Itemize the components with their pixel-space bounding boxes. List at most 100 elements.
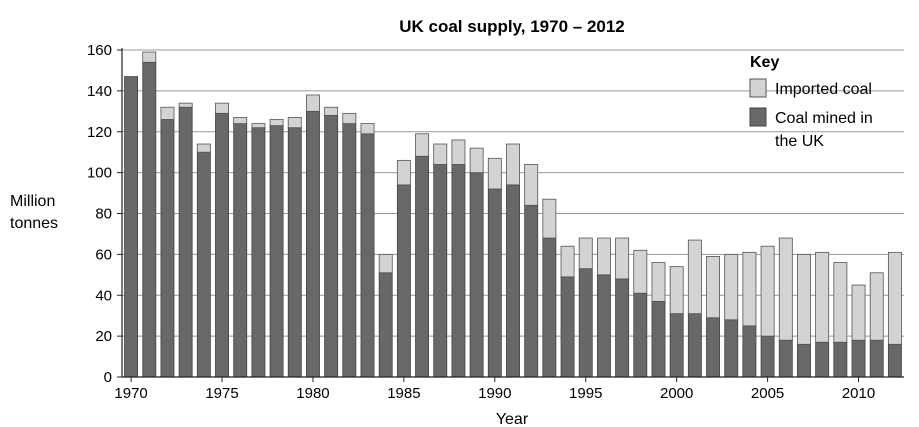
y-tick-label-120: 120 — [87, 124, 112, 141]
bar-mined-1995 — [578, 268, 593, 378]
bar-imported-1989 — [469, 147, 484, 174]
bar-mined-2008 — [815, 341, 830, 378]
legend: Key Imported coal Coal mined in the UK — [749, 54, 873, 150]
bar-imported-1991 — [506, 143, 520, 186]
bar-mined-1983 — [360, 133, 375, 378]
bar-mined-2000 — [669, 313, 684, 378]
legend-label-mined-line-1: Coal mined in — [775, 110, 873, 127]
bar-imported-1995 — [578, 237, 593, 270]
bar-mined-2005 — [760, 335, 775, 378]
bar-mined-1978 — [269, 125, 284, 378]
y-tick-label-80: 80 — [95, 206, 112, 223]
bar-imported-1997 — [615, 237, 630, 280]
bar-mined-2001 — [687, 313, 702, 378]
bar-imported-1987 — [433, 143, 448, 165]
x-tick-label-1995: 1995 — [569, 385, 602, 402]
bar-mined-1971 — [142, 61, 157, 378]
y-axis-label-line-2: tonnes — [10, 215, 58, 232]
bar-imported-2010 — [851, 284, 866, 341]
bar-imported-1992 — [524, 164, 539, 206]
y-tick-label-60: 60 — [95, 246, 112, 263]
bar-mined-1989 — [469, 172, 484, 378]
bar-imported-1972 — [160, 106, 175, 120]
bar-mined-1979 — [287, 127, 302, 378]
bar-mined-2010 — [851, 339, 866, 378]
bar-mined-1981 — [324, 115, 339, 378]
bar-imported-1979 — [287, 117, 302, 129]
bar-imported-2005 — [760, 245, 775, 337]
bar-mined-2006 — [778, 339, 793, 378]
x-tick-label-2000: 2000 — [660, 385, 693, 402]
bar-imported-2007 — [797, 253, 811, 345]
y-axis-label-line-1: Million — [10, 193, 55, 210]
y-tick-label-40: 40 — [95, 287, 112, 304]
bar-mined-2011 — [869, 339, 884, 378]
bar-mined-2003 — [724, 319, 739, 378]
bar-mined-1986 — [415, 155, 430, 378]
x-tick-label-1970: 1970 — [114, 385, 147, 402]
bar-mined-1994 — [560, 276, 575, 378]
bar-mined-1972 — [160, 119, 175, 378]
bar-imported-2008 — [815, 251, 830, 343]
x-axis-label: Year — [496, 411, 529, 427]
bar-imported-1975 — [215, 102, 229, 114]
bar-imported-1984 — [378, 253, 393, 274]
bar-mined-1982 — [342, 123, 357, 378]
bar-imported-1971 — [142, 51, 157, 63]
bar-imported-1982 — [342, 112, 357, 124]
bar-mined-1973 — [178, 106, 193, 378]
bar-imported-1977 — [251, 123, 266, 129]
x-tick-label-1975: 1975 — [205, 385, 238, 402]
y-tick-label-140: 140 — [87, 83, 112, 100]
bar-imported-2002 — [706, 256, 720, 319]
y-tick-label-100: 100 — [87, 165, 112, 182]
bar-mined-1975 — [215, 112, 229, 378]
bar-mined-2004 — [742, 325, 757, 378]
bar-mined-1999 — [651, 300, 666, 378]
y-tick-labels: 0 20 40 60 80 100 120 140 160 — [87, 42, 122, 386]
x-tick-label-2010: 2010 — [842, 385, 875, 402]
bar-mined-1988 — [451, 164, 466, 378]
bar-mined-2007 — [797, 343, 811, 378]
bar-imported-2001 — [687, 239, 702, 315]
bar-mined-1974 — [196, 151, 211, 378]
bar-mined-1997 — [615, 278, 630, 378]
x-tick-label-1985: 1985 — [387, 385, 420, 402]
axes — [121, 48, 904, 378]
bar-mined-1992 — [524, 204, 539, 378]
bar-mined-1980 — [306, 110, 320, 378]
legend-label-imported: Imported coal — [775, 81, 872, 98]
bar-mined-2012 — [887, 343, 902, 378]
x-tick-labels: 1970 1975 1980 1985 1990 1995 2000 2005 2010 — [114, 377, 875, 402]
x-tick-label-1980: 1980 — [296, 385, 329, 402]
legend-swatch-imported — [749, 78, 767, 98]
bar-imported-1996 — [596, 237, 611, 276]
bar-imported-2004 — [742, 251, 757, 327]
bar-mined-1996 — [596, 274, 611, 378]
bars — [124, 51, 902, 378]
legend-swatch-mined — [749, 107, 767, 127]
bar-imported-1976 — [233, 117, 248, 124]
legend-label-mined-line-2: the UK — [775, 133, 824, 150]
bar-mined-1993 — [542, 237, 557, 378]
y-tick-label-0: 0 — [104, 369, 112, 386]
bar-imported-1973 — [178, 102, 193, 108]
bar-imported-2000 — [669, 266, 684, 315]
bar-imported-1983 — [360, 123, 375, 135]
x-tick-label-1990: 1990 — [478, 385, 511, 402]
bar-imported-1986 — [415, 133, 430, 157]
bar-mined-1987 — [433, 164, 448, 378]
bar-imported-1985 — [396, 159, 411, 186]
chart-title: UK coal supply, 1970 – 2012 — [399, 17, 625, 36]
bar-imported-2009 — [833, 262, 848, 343]
bar-mined-1991 — [506, 184, 520, 378]
bar-imported-1978 — [269, 119, 284, 127]
y-tick-label-20: 20 — [95, 328, 112, 345]
bar-imported-2012 — [887, 251, 902, 345]
bar-mined-2009 — [833, 341, 848, 378]
bar-mined-1977 — [251, 127, 266, 378]
legend-title: Key — [750, 54, 779, 71]
bar-imported-2006 — [778, 237, 793, 341]
bar-mined-1990 — [487, 188, 502, 378]
